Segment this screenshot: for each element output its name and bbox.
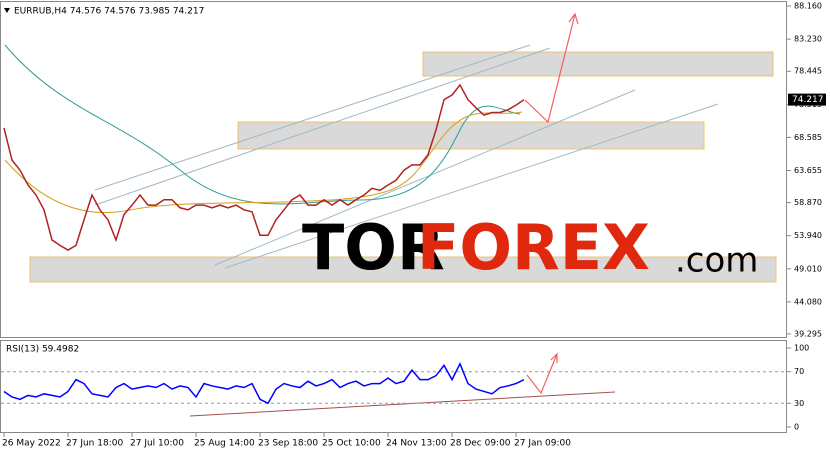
plot: 88.16083.23078.44573.51568.58563.65558.8… — [1, 2, 826, 449]
x-tick-label: 27 Jan 09:00 — [514, 439, 571, 449]
watermark: FOREX — [417, 211, 650, 284]
title-arrow — [4, 8, 10, 13]
y-tick-label: 100 — [794, 344, 809, 353]
price-panel — [0, 1, 787, 338]
rsi-panel — [0, 340, 787, 433]
zone — [422, 51, 774, 77]
y-tick-label: 88.160 — [794, 2, 822, 11]
y-tick-label: 58.870 — [794, 198, 822, 207]
current-price-label: 74.217 — [792, 95, 824, 105]
x-tick-label: 27 Jun 18:00 — [66, 439, 123, 449]
y-tick-label: 68.585 — [794, 133, 822, 142]
x-tick-label: 27 Jul 10:00 — [130, 439, 184, 449]
rsi-trendline — [189, 391, 616, 417]
forecast-arrows — [524, 12, 579, 395]
series-line — [3, 83, 525, 251]
y-tick-label: 70 — [794, 367, 804, 376]
x-tick-label: 25 Aug 14:00 — [194, 439, 255, 449]
moving-average — [4, 44, 521, 205]
y-tick-label: 0 — [794, 422, 799, 431]
y-tick-label: 78.445 — [794, 67, 822, 76]
zone — [29, 256, 777, 283]
chart-title: RSI(13) 59.4982 — [6, 345, 79, 355]
x-tick-label: 23 Sep 18:00 — [258, 439, 318, 449]
zone — [237, 121, 705, 150]
y-tick-label: 53.940 — [794, 231, 822, 240]
x-tick-label: 24 Nov 13:00 — [386, 439, 447, 449]
x-tick-label: 26 May 2022 — [2, 439, 61, 449]
y-tick-label: 83.230 — [794, 35, 822, 44]
y-tick-label: 39.295 — [794, 330, 822, 339]
current-price-box — [788, 93, 826, 106]
x-tick-label: 25 Oct 10:00 — [322, 439, 381, 449]
watermark: TOR — [302, 211, 445, 284]
x-tick-label: 28 Dec 09:00 — [450, 439, 511, 449]
y-tick-label: 63.655 — [794, 166, 822, 175]
chart-title: EURRUB,H4 74.576 74.576 73.985 74.217 — [14, 7, 204, 17]
channel-lines — [94, 44, 719, 269]
series-line — [3, 362, 525, 405]
y-tick-label: 30 — [794, 399, 804, 408]
y-tick-label: 49.010 — [794, 264, 822, 273]
watermark: .com — [675, 241, 758, 281]
y-tick-label: 44.080 — [794, 297, 822, 306]
